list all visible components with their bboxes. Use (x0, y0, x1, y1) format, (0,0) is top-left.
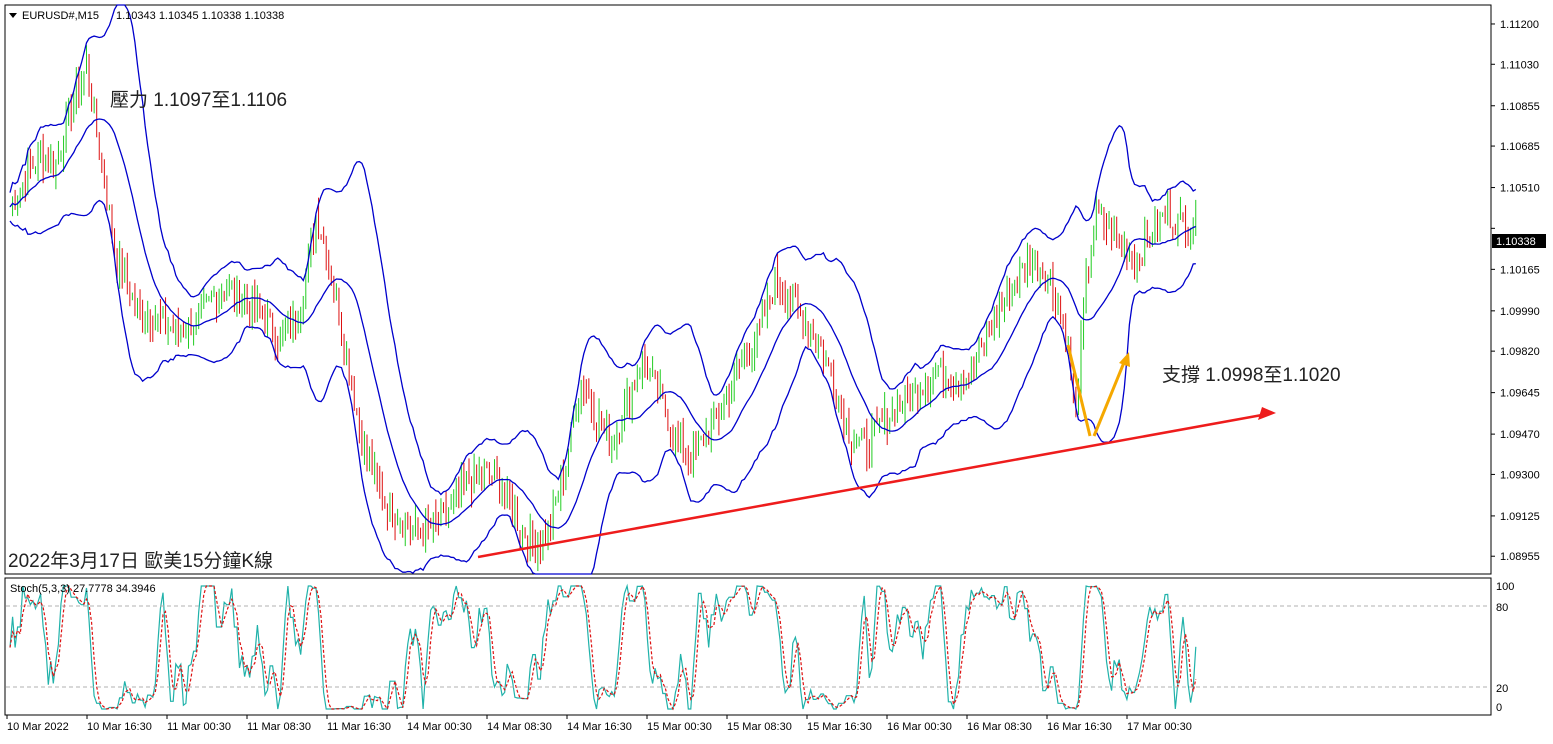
time-tick-label: 11 Mar 16:30 (327, 721, 391, 733)
bb-lower-line (9, 199, 1196, 575)
resistance-annotation: 壓力 1.1097至1.1106 (110, 89, 287, 111)
trend-line (477, 413, 1263, 559)
time-tick-label: 15 Mar 16:30 (807, 721, 872, 733)
trend-line-arrowhead (1258, 407, 1276, 420)
price-tick-label: 1.10855 (1500, 101, 1540, 113)
price-tick-label: 1.09125 (1500, 511, 1540, 523)
stoch-label: Stoch(5,3,3) 27.7778 34.3946 (10, 583, 156, 595)
stoch-level-80: 80 (1496, 602, 1508, 614)
price-tick-label: 1.08955 (1500, 551, 1540, 563)
stoch-level-20: 20 (1496, 683, 1508, 695)
price-tick-label: 1.09820 (1500, 346, 1540, 358)
price-tick-label: 1.10685 (1500, 141, 1540, 153)
time-tick-label: 16 Mar 00:30 (887, 721, 952, 733)
time-tick-label: 15 Mar 00:30 (647, 721, 712, 733)
stochastic-lines (9, 583, 1197, 711)
time-tick-label: 11 Mar 00:30 (167, 721, 231, 733)
time-axis: 10 Mar 2022 10 Mar 16:30 11 Mar 00:30 11 Ma… (6, 715, 1192, 733)
current-price-box (1492, 234, 1546, 248)
current-price-label: 1.10338 (1496, 236, 1536, 248)
ohlc-readout: 1.10343 1.10345 1.10338 1.10338 (116, 10, 284, 22)
bb-upper-line (9, 4, 1197, 496)
price-tick-label: 1.09300 (1500, 469, 1540, 481)
price-tick-label: 1.11200 (1500, 19, 1539, 31)
price-tick-label: 1.09645 (1500, 388, 1540, 400)
support-annotation: 支撐 1.0998至1.1020 (1162, 364, 1341, 386)
menu-triangle-icon[interactable] (9, 13, 17, 18)
price-axis: 1.11200 1.11030 1.10855 1.10685 1.10510 1.101… (1491, 19, 1540, 563)
bb-middle-line (9, 118, 1197, 529)
symbol-label: EURUSD#,M15 (22, 10, 99, 22)
v-arrow-left (1066, 344, 1092, 437)
price-tick-label: 1.10510 (1500, 183, 1540, 195)
time-tick-label: 15 Mar 08:30 (727, 721, 792, 733)
time-tick-label: 16 Mar 08:30 (967, 721, 1032, 733)
time-tick-label: 17 Mar 00:30 (1127, 721, 1192, 733)
price-tick-label: 1.10165 (1500, 264, 1540, 276)
caption-annotation: 2022年3月17日 歐美15分鐘K線 (8, 550, 273, 572)
stoch-signal-line (9, 584, 1197, 711)
time-tick-label: 11 Mar 08:30 (247, 721, 311, 733)
price-tick-label: 1.09990 (1500, 306, 1540, 318)
candles-layer (9, 45, 1197, 572)
time-tick-label: 16 Mar 16:30 (1047, 721, 1112, 733)
stoch-level-100: 100 (1496, 581, 1514, 593)
v-arrow-right (1092, 359, 1127, 437)
time-tick-label: 14 Mar 16:30 (567, 721, 632, 733)
price-tick-label: 1.11030 (1500, 59, 1539, 71)
time-tick-label: 10 Mar 16:30 (87, 721, 152, 733)
stoch-level-0: 0 (1496, 702, 1502, 714)
time-tick-label: 14 Mar 00:30 (407, 721, 472, 733)
bollinger-bands (9, 4, 1197, 575)
price-tick-label: 1.09470 (1500, 429, 1540, 441)
stoch-main-line (9, 583, 1197, 710)
v-arrow-head (1119, 352, 1130, 367)
time-tick-label: 14 Mar 08:30 (487, 721, 552, 733)
time-tick-label: 10 Mar 2022 (7, 721, 69, 733)
